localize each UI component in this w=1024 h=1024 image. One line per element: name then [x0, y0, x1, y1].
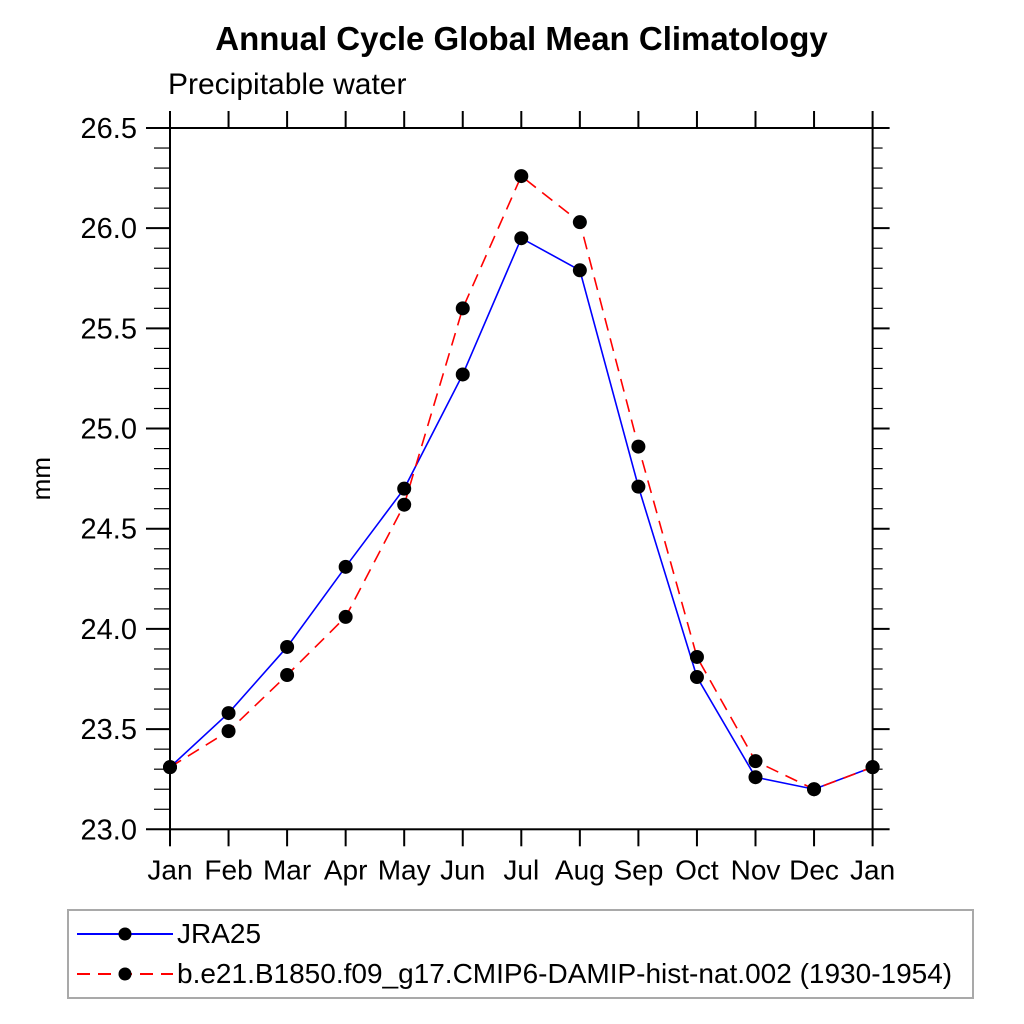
- data-point-marker: [865, 760, 880, 775]
- y-tick-label: 24.5: [81, 514, 137, 546]
- x-tick-label: Jul: [503, 854, 539, 885]
- legend-label-model: b.e21.B1850.f09_g17.CMIP6-DAMIP-hist-nat…: [177, 958, 953, 989]
- y-tick-label: 24.0: [81, 614, 137, 646]
- data-point-marker: [280, 668, 295, 683]
- legend-entry-model: b.e21.B1850.f09_g17.CMIP6-DAMIP-hist-nat…: [73, 954, 952, 994]
- legend-line-sample-dashed: [77, 967, 173, 981]
- x-tick-label: Jun: [440, 854, 485, 885]
- data-point-marker: [338, 609, 353, 624]
- y-tick-label: 26.5: [81, 113, 137, 145]
- chart-subtitle: Precipitable water: [168, 68, 407, 101]
- legend-entry-jra25: JRA25: [73, 914, 261, 954]
- data-point-marker: [163, 760, 177, 775]
- data-point-marker: [514, 231, 529, 246]
- data-point-marker: [807, 782, 822, 797]
- x-tick-label: Dec: [789, 854, 839, 885]
- data-point-marker: [514, 169, 529, 184]
- data-point-marker: [631, 439, 646, 454]
- series-line-1: [169, 174, 873, 791]
- data-point-marker: [748, 770, 763, 785]
- x-tick-label: Mar: [263, 854, 311, 885]
- x-tick-label: Jan: [850, 854, 895, 885]
- series-line-0: [169, 237, 873, 791]
- y-axis-label: mm: [26, 457, 56, 500]
- data-point-marker: [397, 497, 412, 512]
- data-point-marker: [280, 639, 295, 654]
- data-point-marker: [338, 559, 353, 574]
- x-tick-label: May: [378, 854, 431, 885]
- x-tick-label: Oct: [675, 854, 719, 885]
- legend: JRA25 b.e21.B1850.f09_g17.CMIP6-DAMIP-hi…: [67, 909, 974, 999]
- data-point-marker: [689, 649, 704, 664]
- y-tick-label: 25.5: [81, 313, 137, 345]
- data-point-marker: [455, 367, 470, 382]
- chart-title: Annual Cycle Global Mean Climatology: [215, 20, 828, 57]
- data-point-marker: [631, 479, 646, 494]
- x-tick-label: Aug: [555, 854, 605, 885]
- y-tick-label: 23.0: [81, 814, 137, 846]
- data-point-marker: [221, 706, 236, 721]
- legend-line-sample-solid: [77, 927, 173, 941]
- data-point-marker: [572, 263, 587, 278]
- x-tick-label: Sep: [613, 854, 663, 885]
- x-tick-label: Nov: [731, 854, 781, 885]
- y-tick-label: 26.0: [81, 213, 137, 245]
- data-point-marker: [748, 754, 763, 769]
- data-point-marker: [221, 724, 236, 739]
- data-point-marker: [455, 301, 470, 316]
- data-point-marker: [689, 670, 704, 685]
- y-tick-label: 23.5: [81, 714, 137, 746]
- legend-label-jra25: JRA25: [177, 918, 262, 949]
- x-tick-label: Jan: [147, 854, 192, 885]
- x-tick-label: Apr: [324, 854, 368, 885]
- data-point-marker: [397, 481, 412, 496]
- y-tick-label: 25.0: [81, 414, 137, 446]
- x-tick-label: Feb: [204, 854, 252, 885]
- data-point-marker: [572, 215, 587, 230]
